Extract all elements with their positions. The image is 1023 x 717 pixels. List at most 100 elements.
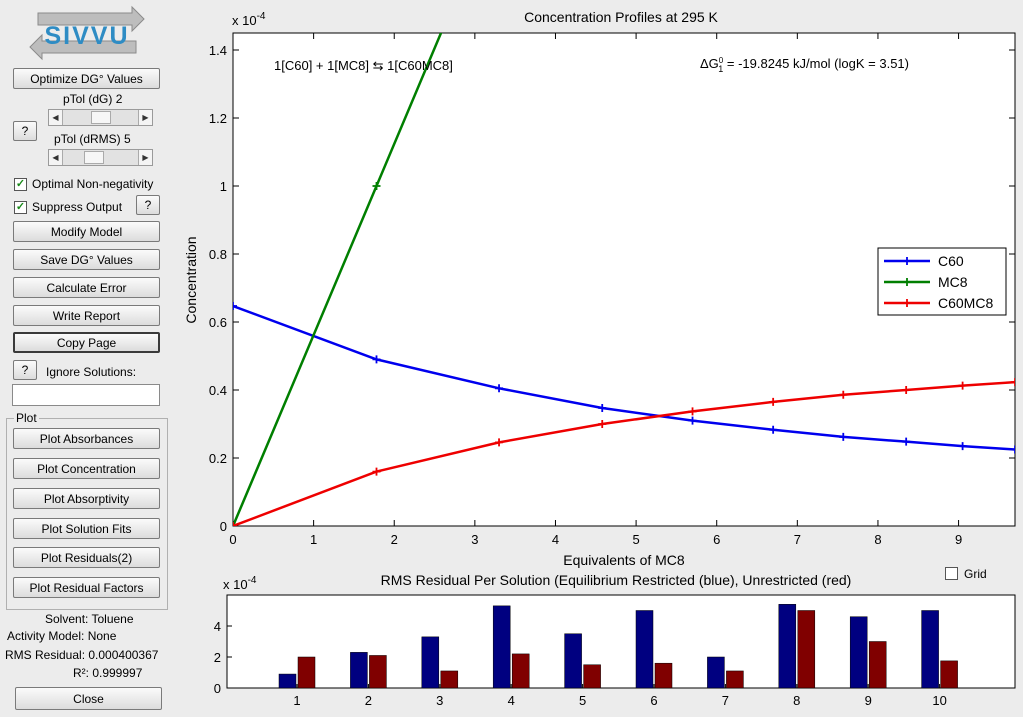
- bar-x-tick-label: 6: [650, 693, 657, 708]
- copy-page-button[interactable]: Copy Page: [13, 332, 160, 353]
- grid-checkbox-label: Grid: [964, 567, 987, 581]
- logo-text: SIVVU: [44, 22, 129, 50]
- bar-restricted: [350, 652, 368, 689]
- y-tick-label: 0.2: [209, 451, 227, 466]
- series-line: [233, 380, 1015, 526]
- close-button[interactable]: Close: [15, 687, 162, 710]
- bar-restricted: [849, 616, 868, 689]
- data-point: [769, 397, 778, 406]
- y-tick-label: 0.6: [209, 315, 227, 330]
- solvent-info: Solvent: Toluene: [45, 612, 134, 626]
- concentration-chart: Concentration Profiles at 295 K x 10-4 0…: [183, 9, 1016, 568]
- bar-x-tick-label: 3: [436, 693, 443, 708]
- bar-unrestricted: [940, 660, 958, 689]
- suppress-output-checkbox[interactable]: ✓: [14, 201, 27, 214]
- plot-absorbances-button[interactable]: Plot Absorbances: [13, 428, 160, 449]
- data-point: [233, 302, 237, 311]
- series-line: [233, 304, 1015, 451]
- write-report-button[interactable]: Write Report: [13, 305, 160, 326]
- data-point: [495, 384, 504, 393]
- x-tick-label: 5: [632, 532, 639, 547]
- y-tick-label: 1.4: [209, 43, 227, 58]
- y-tick-label: 0: [220, 519, 227, 534]
- data-point: [769, 425, 778, 434]
- bar-restricted: [635, 610, 654, 689]
- plot-panel-title: Plot: [14, 411, 39, 425]
- bar-plot-area: [226, 594, 1016, 689]
- ptol-drms-slider[interactable]: ◀ ▶: [48, 149, 153, 166]
- rms-residual-info: RMS Residual: 0.000400367: [5, 648, 159, 662]
- suppress-output-label: Suppress Output: [32, 200, 123, 214]
- slider-left-arrow-icon[interactable]: ◀: [49, 110, 63, 125]
- suppress-output-help-button[interactable]: ?: [136, 195, 160, 215]
- optimal-nonnegativity-checkbox[interactable]: ✓: [14, 178, 27, 191]
- legend-marker: [903, 278, 911, 286]
- slider-right-arrow-icon[interactable]: ▶: [138, 110, 152, 125]
- data-point: [372, 467, 381, 476]
- residual-bar-chart: RMS Residual Per Solution (Equilibrium R…: [214, 572, 1016, 708]
- data-point: [902, 437, 911, 446]
- ptol-dg-label: pTol (dG) 2: [63, 92, 123, 106]
- ptol-drms-label: pTol (dRMS) 5: [54, 132, 131, 146]
- plot-residuals-button[interactable]: Plot Residuals(2): [13, 547, 160, 568]
- bar-restricted: [421, 636, 440, 689]
- x-tick-label: 4: [552, 532, 559, 547]
- bar-unrestricted: [369, 655, 387, 689]
- data-point: [902, 386, 911, 394]
- bar-unrestricted: [297, 656, 316, 689]
- ptol-dg-slider[interactable]: ◀ ▶: [48, 109, 153, 126]
- data-point: [598, 404, 607, 413]
- series-C60MC8: [233, 378, 1015, 526]
- legend-label: MC8: [938, 274, 968, 290]
- calculate-error-button[interactable]: Calculate Error: [13, 277, 160, 298]
- ignore-solutions-input[interactable]: [12, 384, 160, 406]
- save-dg-button[interactable]: Save DG° Values: [13, 249, 160, 270]
- data-point: [495, 438, 504, 447]
- slider-thumb[interactable]: [84, 151, 104, 164]
- bar-unrestricted: [726, 670, 744, 689]
- optimize-dg-button[interactable]: Optimize DG° Values: [13, 68, 160, 89]
- y-tick-label: 0.4: [209, 383, 227, 398]
- bar-restricted: [564, 633, 582, 689]
- data-point: [839, 432, 848, 441]
- plot-residual-factors-button[interactable]: Plot Residual Factors: [13, 577, 160, 598]
- plot-absorptivity-button[interactable]: Plot Absorptivity: [13, 488, 160, 509]
- x-tick-label: 7: [794, 532, 801, 547]
- bar-unrestricted: [440, 670, 459, 689]
- grid-checkbox[interactable]: [945, 567, 958, 580]
- slider-left-arrow-icon[interactable]: ◀: [49, 150, 63, 165]
- data-point: [688, 407, 697, 416]
- series-C60: [233, 302, 1015, 454]
- x-axis-label: Equivalents of MC8: [563, 552, 685, 568]
- bar-x-tick-label: 5: [579, 693, 586, 708]
- ignore-solutions-label: Ignore Solutions:: [46, 365, 137, 379]
- bar-unrestricted: [868, 641, 887, 689]
- data-point: [1011, 445, 1015, 454]
- ignore-solutions-help-button[interactable]: ?: [13, 360, 37, 380]
- y-axis-label: Concentration: [183, 236, 199, 323]
- bar-unrestricted: [511, 653, 530, 689]
- modify-model-button[interactable]: Modify Model: [13, 221, 160, 242]
- ptol-help-button[interactable]: ?: [13, 121, 37, 141]
- x-tick-label: 8: [874, 532, 881, 547]
- dg-annotation: ΔG0 1 = -19.8245 kJ/mol (logK = 3.51): [700, 56, 909, 74]
- x-tick-label: 1: [310, 532, 317, 547]
- bar-x-tick-label: 4: [508, 693, 515, 708]
- data-point: [1011, 378, 1015, 387]
- series-MC8: [233, 33, 443, 526]
- r-squared-info: R²: 0.999997: [73, 666, 143, 680]
- plot-concentration-button[interactable]: Plot Concentration: [13, 458, 160, 479]
- slider-thumb[interactable]: [91, 111, 111, 124]
- chart-title: Concentration Profiles at 295 K: [524, 9, 718, 25]
- x-tick-label: 9: [955, 532, 962, 547]
- bar-x-tick-label: 10: [932, 693, 946, 708]
- bar-y-exponent-label: x 10-4: [223, 575, 257, 592]
- y-exponent-label: x 10-4: [232, 11, 266, 28]
- bar-y-tick-label: 2: [214, 650, 221, 665]
- activity-model-info: Activity Model: None: [7, 629, 117, 643]
- plot-solution-fits-button[interactable]: Plot Solution Fits: [13, 518, 160, 539]
- slider-right-arrow-icon[interactable]: ▶: [138, 150, 152, 165]
- bar-restricted: [778, 604, 797, 689]
- legend-marker: [903, 257, 911, 265]
